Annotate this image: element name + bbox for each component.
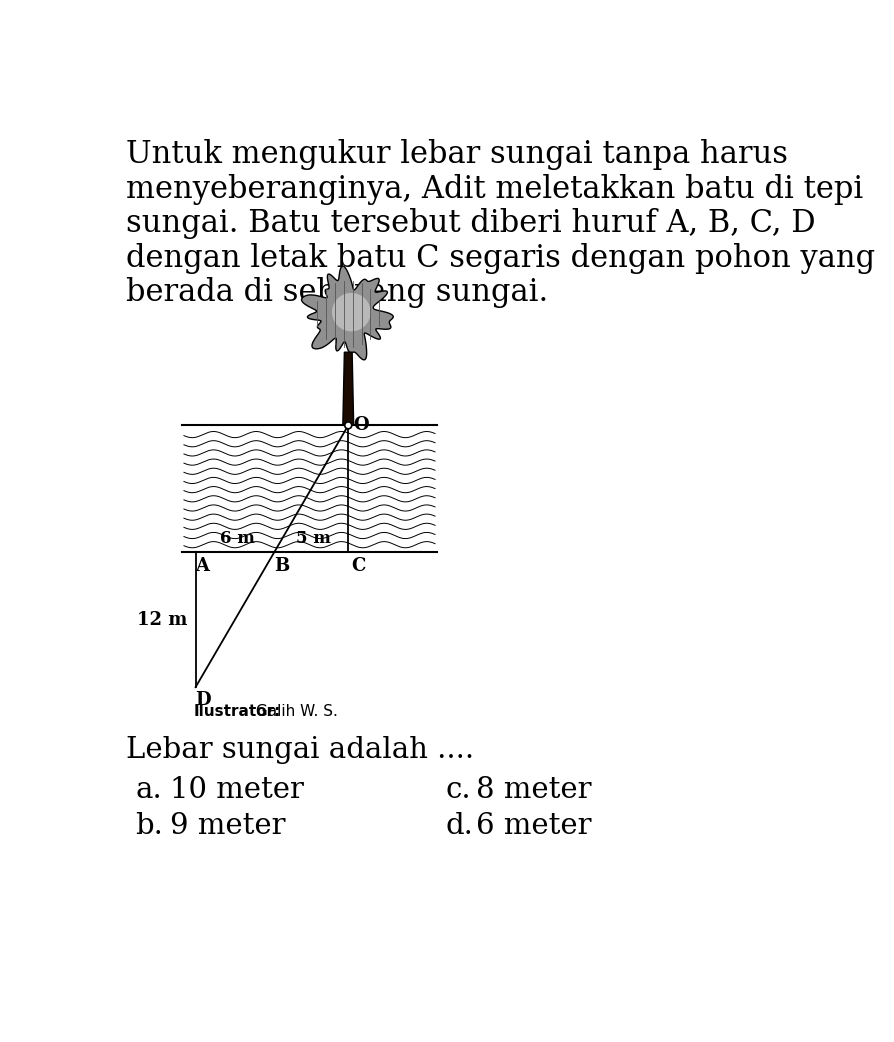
Circle shape xyxy=(344,422,351,429)
Text: C: C xyxy=(351,557,366,575)
Text: berada di seberang sungai.: berada di seberang sungai. xyxy=(126,277,547,308)
Text: a.: a. xyxy=(135,776,162,804)
Text: Ilustrator:: Ilustrator: xyxy=(194,704,281,719)
Text: 5 m: 5 m xyxy=(296,530,331,547)
Text: 6 m: 6 m xyxy=(219,530,254,547)
Text: c.: c. xyxy=(444,776,470,804)
Text: Lebar sungai adalah ....: Lebar sungai adalah .... xyxy=(126,737,474,765)
Polygon shape xyxy=(301,266,392,359)
Text: A: A xyxy=(196,557,209,575)
Text: Untuk mengukur lebar sungai tanpa harus: Untuk mengukur lebar sungai tanpa harus xyxy=(126,139,787,170)
Text: 12 m: 12 m xyxy=(138,611,188,628)
Circle shape xyxy=(332,293,370,331)
Text: menyeberanginya, Adit meletakkan batu di tepi: menyeberanginya, Adit meletakkan batu di… xyxy=(126,174,862,204)
Text: 8 meter: 8 meter xyxy=(476,776,591,804)
Text: b.: b. xyxy=(135,812,163,840)
Polygon shape xyxy=(342,352,353,425)
Text: d.: d. xyxy=(444,812,472,840)
Text: 9 meter: 9 meter xyxy=(170,812,285,840)
Text: D: D xyxy=(196,691,211,709)
Text: Galih W. S.: Galih W. S. xyxy=(251,704,338,719)
Text: B: B xyxy=(274,557,289,575)
Text: 10 meter: 10 meter xyxy=(170,776,304,804)
Text: 6 meter: 6 meter xyxy=(476,812,591,840)
Text: O: O xyxy=(353,417,369,435)
Text: sungai. Batu tersebut diberi huruf A, B, C, D: sungai. Batu tersebut diberi huruf A, B,… xyxy=(126,208,814,240)
Text: dengan letak batu C segaris dengan pohon yang: dengan letak batu C segaris dengan pohon… xyxy=(126,243,874,274)
